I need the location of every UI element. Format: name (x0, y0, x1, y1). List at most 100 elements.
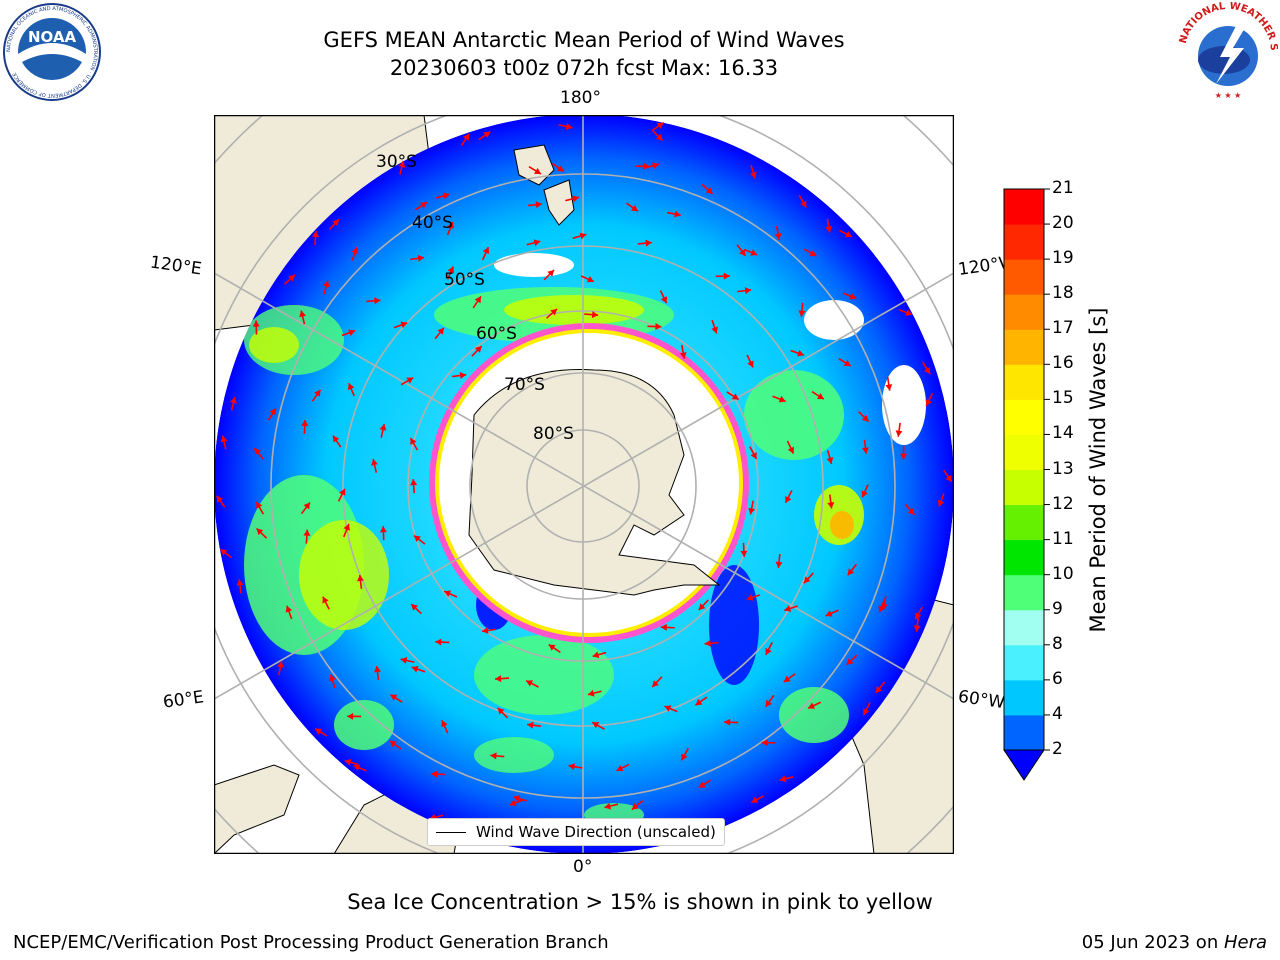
colorbar-tick-label: 19 (1052, 248, 1074, 269)
wave-direction-arrow (798, 195, 808, 208)
wave-direction-arrow (937, 493, 945, 507)
colorbar-tick-label: 12 (1052, 493, 1074, 514)
wave-direction-arrow (341, 329, 356, 337)
wave-direction-arrow (410, 254, 425, 262)
wave-direction-arrow (847, 563, 858, 576)
colorbar-tick-label: 17 (1052, 318, 1074, 339)
wave-direction-arrow (371, 458, 378, 473)
colorbar-tick-label: 21 (1052, 178, 1074, 198)
colorbar-block (1004, 259, 1044, 295)
wave-direction-arrow (651, 676, 663, 688)
wave-direction-arrow (481, 626, 496, 634)
colorbar-block (1004, 224, 1044, 260)
colorbar-tick-label: 6 (1052, 668, 1063, 689)
wave-direction-arrow (303, 529, 311, 544)
wave-direction-arrow (826, 450, 834, 465)
wave-direction-arrow (783, 673, 796, 683)
wave-direction-arrow (750, 795, 765, 804)
colorbar-block (1004, 399, 1044, 435)
wave-direction-arrow (786, 440, 795, 454)
chart-subtitle: 20230603 t00z 072h fcst Max: 16.33 (389, 56, 779, 80)
wave-direction-arrow (807, 701, 822, 709)
map-legend: Wind Wave Direction (unscaled) (427, 818, 725, 846)
footer-credit: NCEP/EMC/Verification Post Processing Pr… (13, 932, 609, 953)
wave-direction-arrow (803, 248, 817, 257)
lon-label-0: 0° (573, 857, 593, 877)
wave-direction-arrow (400, 657, 415, 664)
wave-direction-arrow (276, 661, 284, 676)
polar-map (214, 115, 954, 854)
wave-direction-arrow (528, 201, 543, 209)
wave-direction-arrow (312, 230, 320, 245)
wave-direction-arrow (838, 357, 852, 367)
wave-direction-arrow (913, 617, 921, 632)
wave-direction-arrow (698, 599, 709, 611)
wave-direction-arrow (435, 192, 450, 200)
wave-direction-arrow (743, 248, 758, 256)
wave-direction-arrow (379, 526, 387, 541)
wave-direction-arrow (664, 705, 678, 713)
footer-machine: Hera (1223, 932, 1267, 953)
wave-direction-arrow (740, 542, 748, 557)
wave-direction-arrow (875, 681, 886, 694)
colorbar-tick-label: 13 (1052, 458, 1074, 479)
sea-ice-note: Sea Ice Concentration > 15% is shown in … (347, 890, 933, 914)
wave-direction-arrow (900, 445, 908, 460)
wave-direction-arrow (680, 747, 690, 761)
wave-direction-arrow (481, 246, 490, 261)
wave-direction-arrow (779, 775, 794, 783)
wave-direction-arrow (885, 376, 893, 391)
colorbar-block (1004, 189, 1044, 225)
wave-direction-arrow (497, 707, 509, 719)
wave-direction-arrow (774, 225, 782, 240)
colorbar-block (1004, 364, 1044, 400)
wave-direction-arrow (413, 534, 426, 545)
wave-direction-arrow (825, 218, 833, 233)
lat-label-70s: 70°S (504, 375, 545, 395)
wave-direction-arrow (472, 295, 482, 309)
wave-direction-arrow (626, 202, 639, 212)
wave-direction-arrow (366, 297, 381, 305)
wave-direction-arrow (552, 162, 565, 173)
wave-direction-arrow (236, 579, 244, 594)
noaa-wordmark: NOAA (28, 28, 77, 46)
wave-direction-arrow (410, 603, 422, 615)
wave-direction-arrow (446, 266, 455, 280)
wave-direction-arrow (328, 218, 340, 230)
wave-direction-arrow (389, 740, 402, 750)
wave-direction-arrow (660, 623, 675, 631)
wave-direction-arrow (347, 382, 355, 397)
colorbar-block (1004, 329, 1044, 365)
wave-direction-arrow (471, 345, 483, 357)
wave-direction-arrow (827, 494, 835, 509)
wave-direction-arrow (803, 572, 814, 584)
wave-direction-arrow (434, 327, 445, 340)
noaa-logo: NATIONAL OCEANIC AND ATMOSPHERIC ADMINIS… (3, 3, 101, 101)
wave-direction-arrow (749, 446, 758, 460)
colorbar-tick-label: 14 (1052, 423, 1074, 444)
wave-direction-arrow (393, 321, 408, 329)
wave-direction-arrow (332, 435, 342, 448)
wave-direction-arrow (525, 679, 539, 688)
footer-date: 05 Jun 2023 on Hera (1082, 932, 1267, 953)
wave-direction-arrow (373, 665, 381, 681)
wave-direction-arrow (584, 311, 599, 319)
wave-direction-arrow (558, 123, 573, 130)
colorbar-label: Mean Period of Wind Waves [s] (1086, 307, 1110, 633)
wave-direction-arrow (746, 354, 754, 368)
wave-direction-arrow (750, 164, 757, 179)
wave-direction-arrow (861, 439, 869, 454)
wave-direction-arrow (548, 643, 561, 654)
colorbar-block (1004, 714, 1044, 751)
wave-direction-arrow (409, 437, 419, 451)
wave-direction-arrow (219, 548, 233, 559)
wave-direction-arrow (694, 696, 708, 706)
wave-direction-arrow (698, 779, 711, 789)
wave-direction-arrow (255, 501, 265, 515)
wave-direction-arrow (452, 372, 467, 379)
nws-logo: NATIONAL WEATHER SERVICE ★ ★ ★ (1178, 2, 1278, 100)
wave-direction-arrow (895, 422, 903, 437)
wave-direction-arrow (922, 361, 931, 375)
wave-direction-arrow (300, 501, 311, 515)
wind-wave-vectors (216, 121, 953, 844)
